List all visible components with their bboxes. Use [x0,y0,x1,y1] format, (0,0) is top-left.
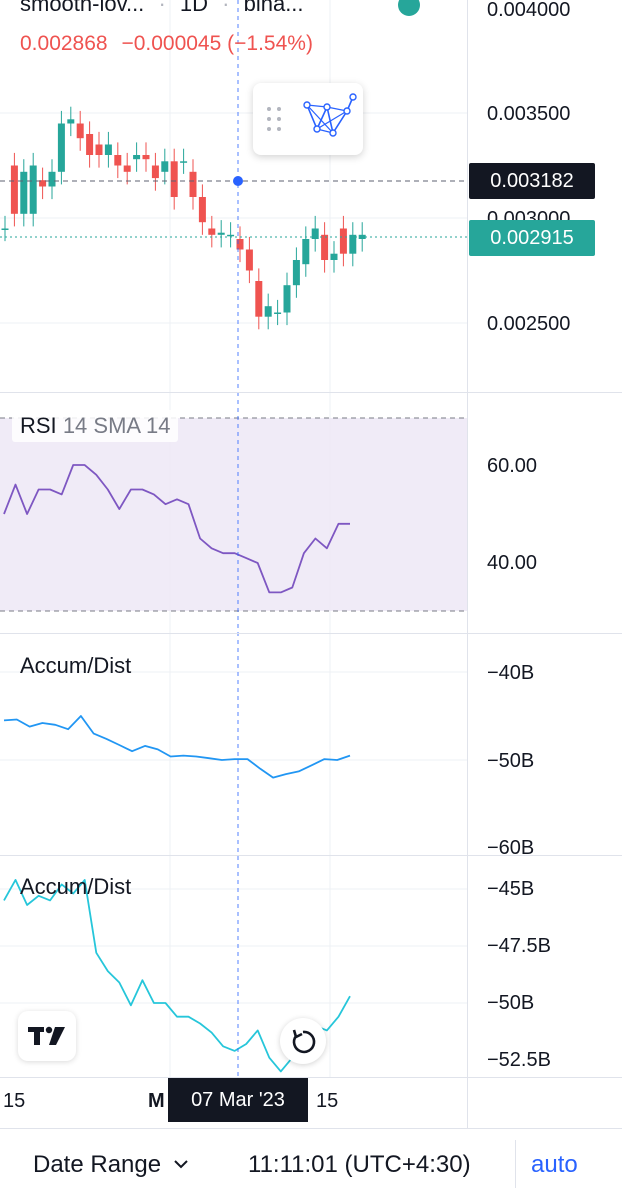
rsi-line [3,464,350,594]
candle-body [208,228,216,235]
candle-body [76,123,84,139]
time-tick: 15 [3,1090,26,1112]
candle-body [283,285,291,313]
candle-body [1,228,9,230]
rsi-tick: 60.00 [487,455,538,477]
footer-separator [515,1140,516,1188]
rsi-tick: 40.00 [487,552,538,574]
candle-body [274,312,282,314]
candle-body [180,161,188,163]
pane-divider[interactable] [0,392,622,393]
rsi-legend[interactable]: RSI 14 SMA 14 [12,410,179,442]
candle-body [217,232,225,235]
date-range-label: Date Range [33,1151,162,1178]
price-axis-divider [467,0,468,1128]
candle-body [198,197,206,223]
price-tick: 0.003500 [487,103,571,125]
price-tick: 0.002500 [487,313,571,335]
candle-body [311,228,319,239]
rsi-params: 14 SMA 14 [62,413,171,438]
timezone-clock[interactable]: 11:11:01 (UTC+4:30) [248,1151,471,1178]
crosshair-price-label: 0.003182 [469,163,595,199]
reset-chart-icon [292,1029,316,1054]
candle-body [95,144,103,155]
exchange-label: bina... [243,0,304,16]
candle-body [236,239,244,250]
ad2-tick: −47.5B [487,935,551,957]
chevron-down-icon [174,1160,188,1169]
ad2-tick: −50B [487,992,535,1014]
rsi-series-line [3,464,350,594]
candle-body [104,144,112,155]
candle-body [48,171,56,187]
candle-body [29,165,37,214]
pane-divider[interactable] [0,633,622,634]
candle-body [292,260,300,286]
ad1-legend[interactable]: Accum/Dist [20,653,132,678]
drag-handle-icon[interactable] [259,83,289,155]
candle-body [20,171,28,214]
footer-divider [0,1128,622,1129]
ad1-line [3,715,351,779]
candle-body [57,123,65,172]
candle-body [67,119,75,124]
candle-body [264,306,272,317]
auto-scale-button[interactable]: auto [531,1151,578,1178]
candle-body [321,234,329,260]
candle-body [133,155,141,160]
candle-body [170,161,178,197]
candle-body [255,281,263,317]
price-change-percent: (−1.54%) [227,32,313,55]
logo-icon [28,1026,65,1045]
candle-body [302,239,310,265]
time-axis-divider [0,1077,622,1078]
candle-body [245,249,253,271]
candle-group [1,106,366,330]
ad1-tick: −50B [487,750,535,772]
interval-label[interactable]: 1D [179,0,209,16]
pane-divider[interactable] [0,855,622,856]
price-change: −0.000045 [121,32,222,55]
candle-body [86,134,94,155]
pattern-tool-icon[interactable] [297,89,359,149]
candle-body [142,155,150,160]
candle-body [161,161,169,172]
candle-body [358,234,366,239]
current-price: 0.002868 [20,32,108,55]
time-tick: M [148,1090,165,1112]
symbol-header[interactable]: smooth-lov... · 1D · bina... [20,0,304,17]
crosshair-dot [233,176,243,186]
tradingview-logo[interactable] [18,1011,76,1061]
candle-body [349,234,357,254]
candle-body [151,165,159,179]
time-tick: 15 [316,1090,339,1112]
candle-body [39,180,47,187]
candle-body [339,228,347,254]
ad1-tick: −60B [487,837,535,859]
ad2-tick: −52.5B [487,1049,551,1071]
rsi-title: RSI [20,413,57,438]
price-tick: 0.004000 [487,0,571,21]
crosshair-time-label: 07 Mar '23 [168,1078,308,1122]
ad2-legend[interactable]: Accum/Dist [20,874,132,899]
candle-body [189,171,197,197]
candle-body [114,155,122,166]
rsi-band [0,418,467,611]
candle-body [123,165,131,172]
price-change-row: 0.002868 −0.000045 (−1.54%) [20,32,313,56]
last-price-label: 0.002915 [469,220,595,256]
market-status-dot[interactable] [398,0,420,16]
ad2-tick: −45B [487,878,535,900]
ad1-tick: −40B [487,662,535,684]
candle-body [330,253,338,260]
candle-body [10,165,18,214]
candle-body [227,234,235,237]
ad1-series-line [3,715,351,779]
date-range-button[interactable]: Date Range [33,1151,188,1179]
drawing-toolbar[interactable] [253,83,363,155]
reset-chart-button[interactable] [280,1018,326,1064]
symbol-name[interactable]: smooth-lov... [20,0,145,16]
